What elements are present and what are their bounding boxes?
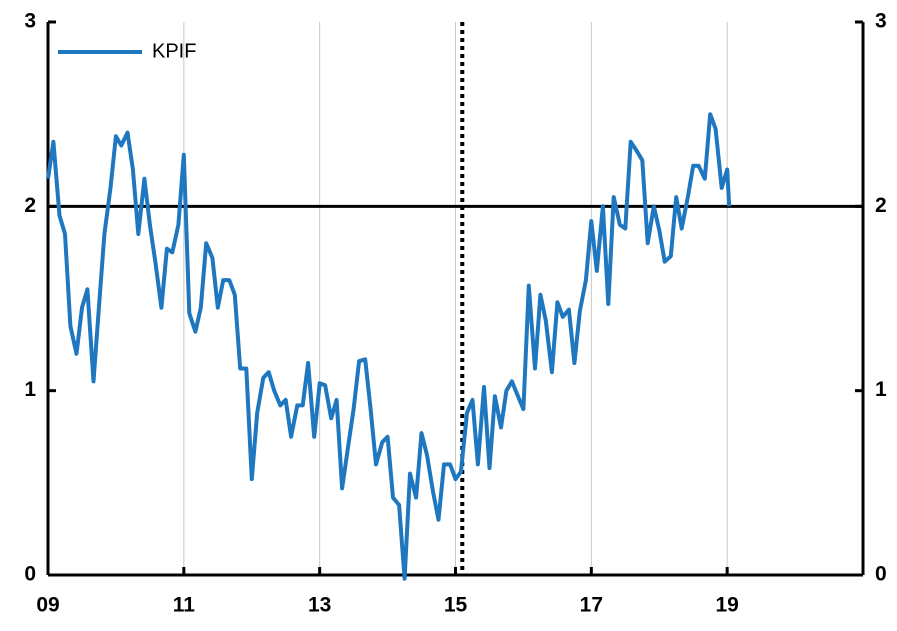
legend-label: KPIF <box>152 40 196 62</box>
data-line <box>46 112 732 581</box>
x-tick-label: 13 <box>308 594 331 617</box>
x-tick-label: 11 <box>173 594 196 617</box>
x-tick-label: 09 <box>36 594 59 617</box>
y2-tick-label: 1 <box>875 378 887 401</box>
x-tick-label: 17 <box>580 594 603 617</box>
y-tick-label: 1 <box>24 378 36 401</box>
y-tick-label: 0 <box>24 563 36 586</box>
x-tick-label: 19 <box>715 594 738 617</box>
y-tick-label: 3 <box>24 10 36 33</box>
x-tick-label: 15 <box>444 594 468 617</box>
y2-tick-label: 3 <box>875 10 887 33</box>
y2-tick-label: 2 <box>875 194 887 217</box>
y2-tick-label: 0 <box>875 563 887 586</box>
y-tick-label: 2 <box>24 194 36 217</box>
